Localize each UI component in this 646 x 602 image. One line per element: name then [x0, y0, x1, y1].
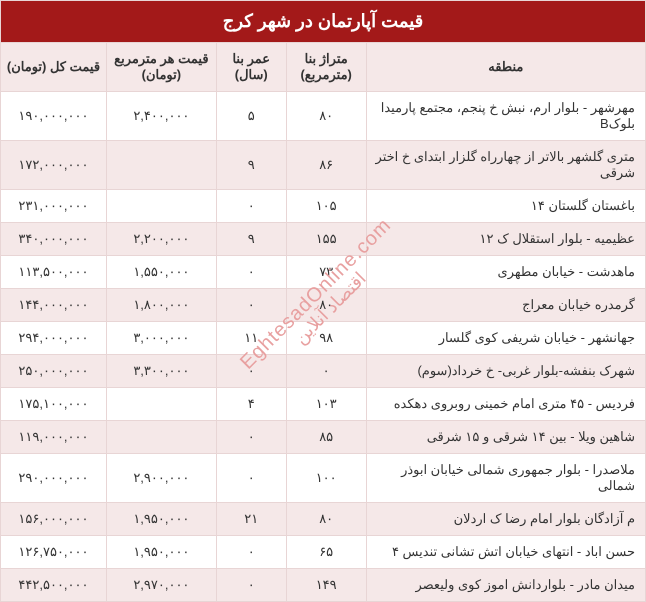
- cell-total: ۱۲۶,۷۵۰,۰۰۰: [1, 536, 107, 569]
- cell-ppsm: ۲,۹۷۰,۰۰۰: [106, 569, 216, 602]
- cell-area: ۸۰: [286, 503, 366, 536]
- table-row: فردیس - ۴۵ متری امام خمینی روبروی دهکده۱…: [1, 388, 646, 421]
- cell-total: ۱۹۰,۰۰۰,۰۰۰: [1, 92, 107, 141]
- cell-total: ۱۷۵,۱۰۰,۰۰۰: [1, 388, 107, 421]
- table-row: م آزادگان بلوار امام رضا ک اردلان۸۰۲۱۱,۹…: [1, 503, 646, 536]
- cell-area: ۶۵: [286, 536, 366, 569]
- cell-area: ۱۵۵: [286, 223, 366, 256]
- cell-age: ۰: [216, 569, 286, 602]
- price-table: قیمت آپارتمان در شهر کرج منطقه متراژ بنا…: [0, 0, 646, 602]
- cell-ppsm: [106, 190, 216, 223]
- cell-region: ملاصدرا - بلوار جمهوری شمالی خیابان ابوذ…: [366, 454, 645, 503]
- cell-age: ۰: [216, 289, 286, 322]
- cell-ppsm: ۳,۳۰۰,۰۰۰: [106, 355, 216, 388]
- cell-ppsm: ۱,۸۰۰,۰۰۰: [106, 289, 216, 322]
- cell-total: ۲۹۴,۰۰۰,۰۰۰: [1, 322, 107, 355]
- cell-area: ۸۶: [286, 141, 366, 190]
- cell-age: ۰: [216, 355, 286, 388]
- header-row: منطقه متراژ بنا (مترمربع) عمر بنا (سال) …: [1, 43, 646, 92]
- cell-region: م آزادگان بلوار امام رضا ک اردلان: [366, 503, 645, 536]
- cell-region: مهرشهر - بلوار ارم، نبش خ پنجم، مجتمع پا…: [366, 92, 645, 141]
- cell-age: ۹: [216, 141, 286, 190]
- table-title: قیمت آپارتمان در شهر کرج: [1, 1, 646, 43]
- cell-area: ۱۰۵: [286, 190, 366, 223]
- table-row: شهرک بنفشه-بلوار غربی- خ خرداد(سوم)۰۰۳,۳…: [1, 355, 646, 388]
- cell-region: حسن اباد - انتهای خیابان اتش تشانی تندیس…: [366, 536, 645, 569]
- cell-area: ۱۴۹: [286, 569, 366, 602]
- header-ppsm: قیمت هر مترمربع (تومان): [106, 43, 216, 92]
- table-row: گرمدره خیابان معراج۸۰۰۱,۸۰۰,۰۰۰۱۴۴,۰۰۰,۰…: [1, 289, 646, 322]
- cell-region: گرمدره خیابان معراج: [366, 289, 645, 322]
- cell-age: ۰: [216, 536, 286, 569]
- cell-ppsm: ۱,۹۵۰,۰۰۰: [106, 503, 216, 536]
- cell-region: باغستان گلستان ۱۴: [366, 190, 645, 223]
- header-area: متراژ بنا (مترمربع): [286, 43, 366, 92]
- cell-total: ۱۱۹,۰۰۰,۰۰۰: [1, 421, 107, 454]
- cell-total: ۴۴۲,۵۰۰,۰۰۰: [1, 569, 107, 602]
- cell-ppsm: [106, 141, 216, 190]
- cell-region: ماهدشت - خیابان مطهری: [366, 256, 645, 289]
- table-row: مهرشهر - بلوار ارم، نبش خ پنجم، مجتمع پا…: [1, 92, 646, 141]
- cell-ppsm: ۲,۴۰۰,۰۰۰: [106, 92, 216, 141]
- cell-area: ۷۳: [286, 256, 366, 289]
- table-row: ملاصدرا - بلوار جمهوری شمالی خیابان ابوذ…: [1, 454, 646, 503]
- cell-ppsm: ۲,۹۰۰,۰۰۰: [106, 454, 216, 503]
- cell-region: شاهین ویلا - بین ۱۴ شرقی و ۱۵ شرقی: [366, 421, 645, 454]
- cell-region: عظیمیه - بلوار استقلال ک ۱۲: [366, 223, 645, 256]
- cell-area: ۸۵: [286, 421, 366, 454]
- cell-total: ۲۹۰,۰۰۰,۰۰۰: [1, 454, 107, 503]
- cell-ppsm: ۳,۰۰۰,۰۰۰: [106, 322, 216, 355]
- cell-age: ۰: [216, 256, 286, 289]
- cell-age: ۰: [216, 454, 286, 503]
- cell-ppsm: [106, 388, 216, 421]
- header-age: عمر بنا (سال): [216, 43, 286, 92]
- cell-total: ۱۱۳,۵۰۰,۰۰۰: [1, 256, 107, 289]
- cell-region: شهرک بنفشه-بلوار غربی- خ خرداد(سوم): [366, 355, 645, 388]
- cell-age: ۲۱: [216, 503, 286, 536]
- cell-age: ۰: [216, 421, 286, 454]
- cell-total: ۱۷۲,۰۰۰,۰۰۰: [1, 141, 107, 190]
- cell-area: ۱۰۰: [286, 454, 366, 503]
- cell-age: ۹: [216, 223, 286, 256]
- cell-age: ۵: [216, 92, 286, 141]
- header-region: منطقه: [366, 43, 645, 92]
- cell-ppsm: [106, 421, 216, 454]
- cell-total: ۱۵۶,۰۰۰,۰۰۰: [1, 503, 107, 536]
- cell-area: ۱۰۳: [286, 388, 366, 421]
- table-row: ماهدشت - خیابان مطهری۷۳۰۱,۵۵۰,۰۰۰۱۱۳,۵۰۰…: [1, 256, 646, 289]
- cell-age: ۰: [216, 190, 286, 223]
- table-container: قیمت آپارتمان در شهر کرج منطقه متراژ بنا…: [0, 0, 646, 602]
- cell-ppsm: ۱,۵۵۰,۰۰۰: [106, 256, 216, 289]
- table-row: متری گلشهر بالاتر از چهارراه گلزار ابتدا…: [1, 141, 646, 190]
- cell-ppsm: ۱,۹۵۰,۰۰۰: [106, 536, 216, 569]
- cell-total: ۳۴۰,۰۰۰,۰۰۰: [1, 223, 107, 256]
- cell-total: ۱۴۴,۰۰۰,۰۰۰: [1, 289, 107, 322]
- cell-age: ۴: [216, 388, 286, 421]
- table-row: شاهین ویلا - بین ۱۴ شرقی و ۱۵ شرقی۸۵۰ ۱۱۹…: [1, 421, 646, 454]
- cell-area: ۹۸: [286, 322, 366, 355]
- cell-region: میدان مادر - بلواردانش اموز کوی ولیعصر: [366, 569, 645, 602]
- table-row: میدان مادر - بلواردانش اموز کوی ولیعصر۱۴…: [1, 569, 646, 602]
- table-row: عظیمیه - بلوار استقلال ک ۱۲۱۵۵۹۲,۲۰۰,۰۰۰…: [1, 223, 646, 256]
- cell-region: متری گلشهر بالاتر از چهارراه گلزار ابتدا…: [366, 141, 645, 190]
- cell-area: ۸۰: [286, 289, 366, 322]
- cell-area: ۸۰: [286, 92, 366, 141]
- cell-total: ۲۵۰,۰۰۰,۰۰۰: [1, 355, 107, 388]
- table-row: حسن اباد - انتهای خیابان اتش تشانی تندیس…: [1, 536, 646, 569]
- title-row: قیمت آپارتمان در شهر کرج: [1, 1, 646, 43]
- cell-age: ۱۱: [216, 322, 286, 355]
- table-row: باغستان گلستان ۱۴۱۰۵۰ ۲۳۱,۰۰۰,۰۰۰: [1, 190, 646, 223]
- table-row: جهانشهر - خیابان شریفی کوی گلسار۹۸۱۱۳,۰۰…: [1, 322, 646, 355]
- header-total: قیمت کل (تومان): [1, 43, 107, 92]
- cell-region: فردیس - ۴۵ متری امام خمینی روبروی دهکده: [366, 388, 645, 421]
- cell-region: جهانشهر - خیابان شریفی کوی گلسار: [366, 322, 645, 355]
- table-body: مهرشهر - بلوار ارم، نبش خ پنجم، مجتمع پا…: [1, 92, 646, 602]
- cell-area: ۰: [286, 355, 366, 388]
- cell-ppsm: ۲,۲۰۰,۰۰۰: [106, 223, 216, 256]
- cell-total: ۲۳۱,۰۰۰,۰۰۰: [1, 190, 107, 223]
